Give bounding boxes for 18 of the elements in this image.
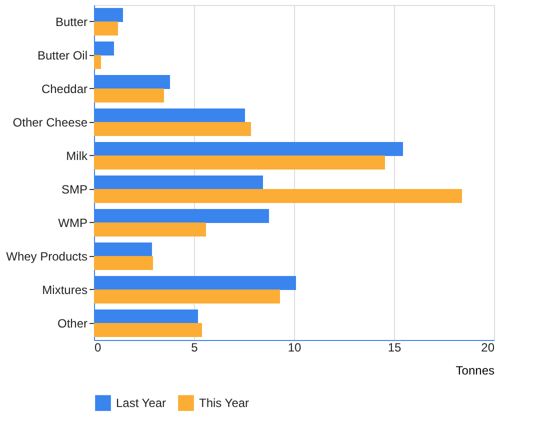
y-tick-label: Butter Oil — [37, 48, 88, 62]
y-tick-label: Mixtures — [42, 282, 88, 297]
x-tick-label: 15 — [388, 340, 402, 354]
x-tick-label: 5 — [191, 340, 198, 354]
x-tick-label: 10 — [288, 340, 302, 354]
y-tick-label: Butter — [55, 14, 88, 29]
legend-label: This Year — [199, 396, 250, 410]
legend-label: Last Year — [116, 396, 166, 410]
y-tick-label: Other — [57, 316, 88, 330]
x-tick-label: 20 — [481, 340, 495, 354]
y-tick-label: WMP — [58, 216, 88, 230]
y-tick-label: Milk — [66, 148, 88, 163]
y-tick-label: Cheddar — [41, 82, 88, 96]
x-axis-title: Tonnes — [456, 364, 494, 378]
y-tick-label: Other Cheese — [12, 115, 88, 130]
y-tick-label: Whey Products — [6, 249, 88, 264]
y-tick-label: SMP — [61, 182, 88, 196]
x-tick-label: 0 — [94, 340, 102, 354]
